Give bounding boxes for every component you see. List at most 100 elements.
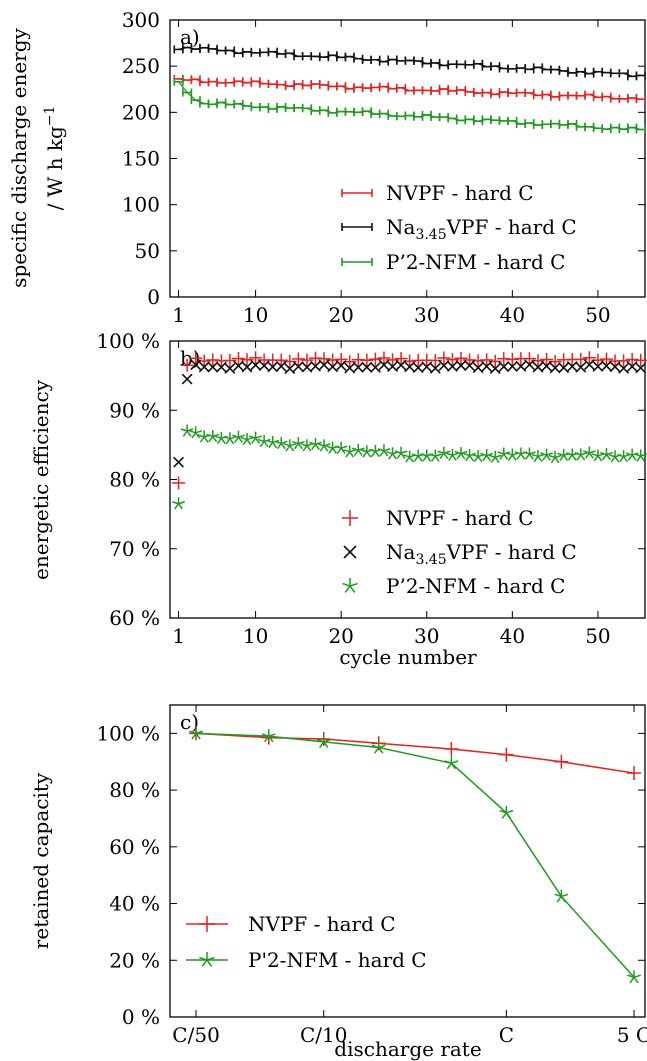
- panel-a-errorbar-point: [233, 49, 244, 58]
- panel-a-errorbar-point: [276, 102, 287, 111]
- panel-b-point-arm: [600, 451, 607, 456]
- panel-c-legend-marker: [199, 916, 215, 932]
- panel-b-point-arm: [531, 453, 539, 458]
- panel-a-errorbar-point: [361, 107, 372, 116]
- panel-a-errorbar-point: [558, 66, 569, 75]
- panel-b-point: [421, 361, 433, 373]
- panel-b-point-arm: [319, 445, 325, 452]
- panel-b-point: [498, 361, 510, 373]
- panel-b-point-arm: [289, 442, 297, 447]
- panel-a-errorbar-point: [301, 52, 313, 61]
- panel-c-ytick-label: 60 %: [109, 835, 160, 859]
- panel-b-point: [190, 359, 202, 371]
- panel-a-errorbar-point: [216, 78, 227, 87]
- panel-b-point-d2: [524, 359, 535, 371]
- panel-b-point-arm: [197, 434, 205, 438]
- panel-b-point: [541, 360, 553, 372]
- panel-b-point-arm: [234, 436, 240, 443]
- panel-b-point-d2: [404, 361, 416, 373]
- panel-b-point-arm: [448, 454, 454, 461]
- panel-b-point: [394, 352, 408, 366]
- panel-a-errorbar-point: [455, 116, 467, 125]
- panel-b-point: [318, 359, 330, 371]
- panel-a-errorbar-point: [550, 119, 561, 128]
- panel-a-errorbar-point: [344, 84, 355, 93]
- panel-b-point-arm: [340, 445, 348, 449]
- panel-b-point-d2: [344, 362, 356, 374]
- panel-b-series-2: [172, 424, 647, 510]
- panel-a-errorbar-point: [259, 48, 270, 57]
- panel-b-ytick-label: 100 %: [96, 329, 160, 353]
- legend-main: P’2-NFM - hard C: [386, 250, 565, 274]
- panel-b-point-arm: [349, 449, 357, 453]
- panel-b-point-arm: [619, 456, 625, 463]
- panel-b-point-d2: [601, 360, 612, 372]
- panel-a-errorbar-point: [515, 88, 527, 97]
- panel-b-point: [368, 352, 382, 366]
- panel-b-point-arm: [403, 454, 410, 458]
- panel-c-legend-marker-arm: [206, 959, 213, 967]
- panel-b-point-arm: [377, 448, 385, 452]
- panel-b-point-arm: [477, 456, 483, 463]
- panel-b-point: [634, 353, 647, 367]
- panel-a-errorbar-point: [421, 59, 432, 68]
- panel-b-point-arm: [314, 443, 320, 451]
- panel-a-errorbar-point: [378, 109, 390, 118]
- panel-a-errorbar-point: [507, 116, 518, 125]
- panel-b-point-d2: [395, 359, 407, 371]
- panel-a-series-1: [173, 43, 646, 81]
- panel-b-point-arm: [486, 455, 492, 462]
- panel-a-errorbar-point: [567, 68, 578, 77]
- panel-b-point-arm: [223, 435, 231, 440]
- panel-a-errorbar-point: [507, 64, 518, 73]
- panel-b-legend-text-1: Na3.45VPF - hard C: [386, 540, 577, 568]
- panel-a-errorbar-point: [395, 56, 407, 65]
- panel-b-point-arm: [182, 430, 188, 437]
- legend-tail: VPF - hard C: [446, 540, 577, 564]
- panel-b-point-arm: [360, 449, 368, 453]
- panel-c-ytick-label: 100 %: [96, 721, 160, 745]
- panel-a-xtick-label: 30: [414, 303, 439, 327]
- legend-main: P’2-NFM - hard C: [386, 574, 565, 598]
- panel-b-point-arm: [452, 452, 459, 456]
- panel-a-errorbar-point: [336, 82, 347, 91]
- panel-a-errorbar-point: [430, 58, 441, 67]
- panel-b-point-d2: [558, 362, 570, 374]
- panel-b-point-d2: [387, 361, 398, 373]
- panel-a-errorbar-point: [490, 116, 501, 125]
- panel-b-point-d2: [506, 360, 518, 372]
- panel-b-point-arm: [557, 452, 564, 457]
- panel-b-legend-marker-arm: [344, 585, 351, 593]
- panel-c-point-arm: [450, 762, 457, 770]
- panel-a-errorbar-point: [413, 86, 424, 95]
- legend-main: Na: [386, 215, 416, 239]
- panel-b-point-d2: [250, 359, 262, 371]
- legend-tail: VPF - hard C: [446, 215, 577, 239]
- panel-b-point-arm: [220, 437, 226, 445]
- panel-a-errorbar-point: [541, 90, 552, 99]
- panel-c-legend-text-1: P'2-NFM - hard C: [248, 948, 427, 972]
- panel-b-legend-marker: [342, 510, 358, 526]
- panel-b-point-arm: [276, 442, 282, 450]
- panel-b-point: [334, 352, 348, 366]
- panel-b-point-arm: [456, 453, 462, 460]
- panel-b-point-d2: [181, 373, 193, 385]
- panel-b-point-arm: [172, 501, 179, 505]
- panel-b-point-arm: [274, 440, 282, 445]
- panel-b-point: [446, 448, 459, 461]
- panel-b-point: [411, 449, 425, 462]
- panel-a-errorbar-point: [404, 86, 415, 95]
- panel-b-point-arm: [266, 439, 273, 444]
- panel-b-point-arm: [259, 441, 265, 448]
- panel-b-point: [480, 353, 494, 367]
- panel-b-point-arm: [180, 428, 188, 432]
- panel-a-errorbar-point: [310, 79, 321, 88]
- panel-c-legend: NVPF - hard C P'2-NFM - hard C: [186, 912, 427, 972]
- panel-b-point: [198, 361, 210, 373]
- panel-b-point: [565, 448, 579, 461]
- panel-b-point-arm: [473, 456, 479, 463]
- panel-b-point-arm: [533, 456, 539, 463]
- panel-b-point: [352, 361, 364, 373]
- panel-a-errorbar-point: [395, 83, 407, 92]
- panel-c-point-arm: [506, 809, 514, 814]
